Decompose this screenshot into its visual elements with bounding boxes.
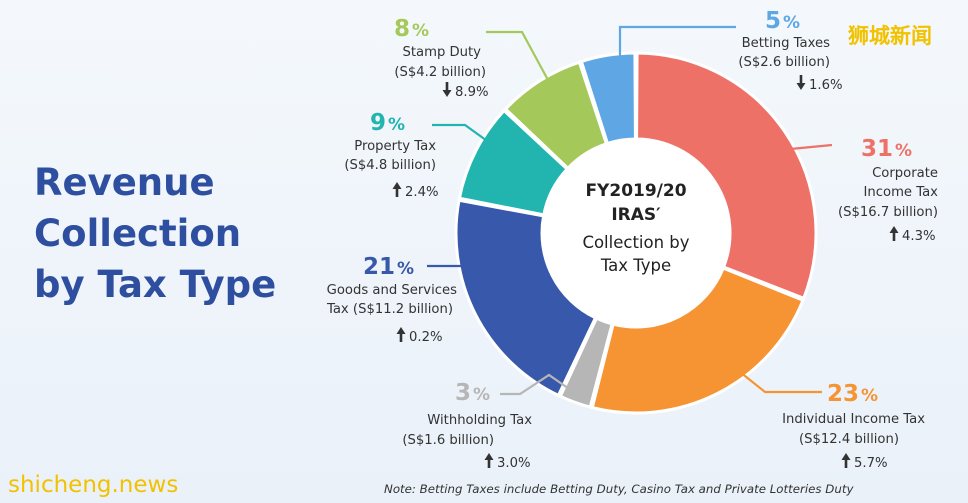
footnote: Note: Betting Taxes include Betting Duty…: [384, 482, 854, 496]
slice-label-withholding-line-1: Withholding Tax: [427, 413, 532, 428]
change-value-stamp: 8.9%: [455, 85, 489, 100]
title-line-2: Collection: [34, 212, 241, 255]
slice-label-corporate-line-2: Income Tax: [864, 185, 939, 200]
slice-label-individual-line-1: Individual Income Tax: [782, 412, 925, 427]
change-indicator-individual: 5.7%: [841, 453, 888, 471]
title-line-3: by Tax Type: [34, 263, 276, 306]
watermark-bottom-left: shicheng.news: [8, 472, 178, 498]
slice-label-withholding-line-2: (S$1.6 billion): [402, 433, 494, 448]
leader-line-withholding: [500, 373, 579, 396]
percent-label-stamp: 8%: [394, 16, 429, 42]
percent-label-individual: 23%: [827, 381, 878, 407]
change-value-individual: 5.7%: [854, 456, 888, 471]
arrow-up-icon-corporate: [889, 226, 899, 241]
leader-line-corporate: [777, 136, 833, 152]
slice-label-corporate-line-1: Corporate: [872, 166, 938, 181]
change-value-corporate: 4.3%: [902, 229, 936, 244]
slice-label-gst-line-1: Goods and Services: [327, 283, 458, 298]
percent-label-withholding: 3%: [455, 380, 490, 406]
arrow-down-icon-stamp: [442, 82, 452, 97]
change-value-gst: 0.2%: [409, 330, 443, 345]
arrow-down-icon-betting: [796, 75, 806, 90]
donut-slice-property: [457, 108, 570, 217]
center-text-fy: FY2019/20: [585, 181, 686, 201]
center-text-collection: Collection by: [582, 233, 689, 252]
arrow-up-icon-property: [392, 182, 402, 197]
donut-chart: [454, 51, 818, 415]
slice-label-stamp-line-1: Stamp Duty: [402, 45, 481, 60]
arrow-up-icon-gst: [396, 327, 406, 342]
slice-label-betting-line-2: (S$2.6 billion): [738, 55, 830, 70]
center-text-iras: IRAS′: [611, 205, 661, 225]
leader-line-betting: [608, 25, 736, 65]
percent-label-property: 9%: [370, 110, 405, 136]
slice-label-stamp-line-2: (S$4.2 billion): [394, 65, 486, 80]
change-indicator-gst: 0.2%: [396, 327, 443, 345]
arrow-up-icon-individual: [841, 453, 851, 468]
donut-slice-individual: [590, 266, 805, 415]
change-indicator-betting: 1.6%: [796, 75, 843, 93]
leader-lines: [427, 25, 833, 396]
slice-label-individual-line-2: (S$12.4 billion): [799, 432, 899, 447]
percent-label-gst: 21%: [363, 254, 414, 280]
leader-line-property: [432, 123, 492, 156]
change-indicator-withholding: 3.0%: [484, 453, 531, 471]
donut-slice-corporate: [635, 51, 818, 301]
leader-line-stamp: [486, 30, 550, 89]
change-indicator-stamp: 8.9%: [442, 82, 489, 100]
slice-label-gst-line-2: Tax (S$11.2 billion): [326, 302, 453, 317]
center-text-taxtype: Tax Type: [600, 256, 671, 275]
change-value-betting: 1.6%: [809, 78, 843, 93]
donut-slice-betting: [579, 51, 637, 146]
percent-label-corporate: 31%: [861, 136, 912, 162]
change-value-withholding: 3.0%: [497, 456, 531, 471]
slice-label-property-line-2: (S$4.8 billion): [344, 158, 436, 173]
arrow-up-icon-withholding: [484, 453, 494, 468]
slice-label-property-line-1: Property Tax: [354, 139, 436, 154]
change-value-property: 2.4%: [405, 185, 439, 200]
slice-label-corporate-line-3: (S$16.7 billion): [838, 205, 938, 220]
change-indicator-corporate: 4.3%: [889, 226, 936, 244]
slice-label-betting-line-1: Betting Taxes: [742, 36, 831, 51]
donut-slice-stamp: [503, 60, 609, 171]
leader-line-gst: [427, 264, 484, 312]
leader-line-individual: [713, 370, 822, 394]
percent-label-betting: 5%: [765, 8, 800, 34]
slice-labels: 31 % Corporate Income Tax (S$16.7 billion) 4.…: [326, 8, 938, 471]
donut-slice-gst: [454, 198, 598, 398]
donut-hole: [543, 140, 729, 326]
title-line-1: Revenue: [34, 161, 215, 204]
change-indicator-property: 2.4%: [392, 182, 439, 200]
watermark-top-right: 狮城新闻: [848, 24, 932, 48]
